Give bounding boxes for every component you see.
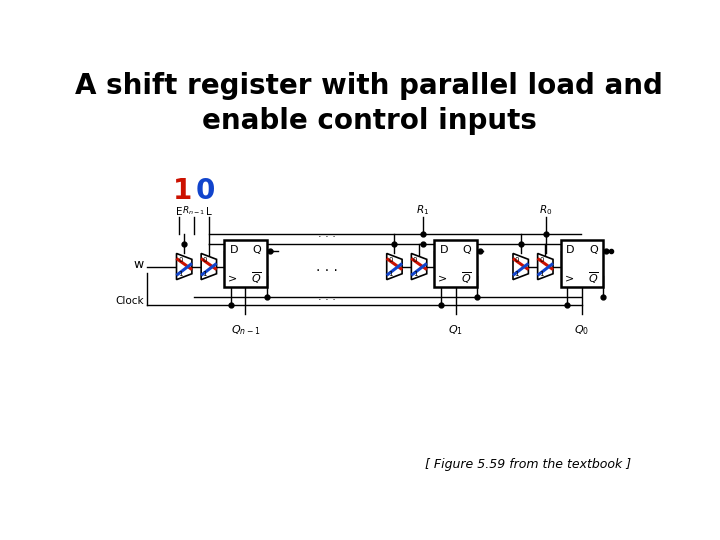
Text: >: > (438, 273, 448, 283)
Text: 0: 0 (196, 177, 215, 205)
Text: $R_1$: $R_1$ (416, 204, 430, 217)
Text: 1: 1 (203, 271, 207, 276)
Text: $Q_{n-1}$: $Q_{n-1}$ (230, 323, 260, 336)
Text: >: > (564, 273, 574, 283)
Text: 1: 1 (173, 177, 192, 205)
Text: . . .: . . . (315, 260, 338, 274)
Text: >: > (228, 273, 238, 283)
Text: w: w (134, 259, 144, 272)
Text: $Q_1$: $Q_1$ (448, 323, 463, 336)
Text: D: D (230, 245, 238, 255)
Text: 1: 1 (388, 271, 392, 276)
Text: 1: 1 (178, 271, 183, 276)
Polygon shape (513, 253, 528, 280)
Text: 0: 0 (203, 256, 207, 262)
Text: . . .: . . . (318, 229, 336, 239)
Polygon shape (387, 253, 402, 280)
Polygon shape (538, 253, 553, 280)
Text: Q: Q (463, 245, 472, 255)
Text: $Q_0$: $Q_0$ (575, 323, 590, 336)
Text: . . .: . . . (318, 292, 336, 302)
Text: $R_0$: $R_0$ (539, 204, 553, 217)
Text: $\overline{Q}$: $\overline{Q}$ (588, 271, 598, 286)
Bar (561, 240, 603, 287)
Text: 0: 0 (388, 256, 392, 262)
Text: 0: 0 (515, 256, 519, 262)
Text: 0: 0 (413, 256, 418, 262)
Text: 1: 1 (515, 271, 519, 276)
Text: E: E (176, 207, 182, 217)
Text: [ Figure 5.59 from the textbook ]: [ Figure 5.59 from the textbook ] (425, 458, 631, 471)
Text: 0: 0 (539, 256, 544, 262)
Text: $\overline{Q}$: $\overline{Q}$ (462, 271, 472, 286)
Text: $R_{n-1}$: $R_{n-1}$ (182, 205, 206, 217)
Text: 0: 0 (178, 256, 183, 262)
Text: 1: 1 (539, 271, 544, 276)
Text: D: D (566, 245, 575, 255)
Bar (224, 240, 266, 287)
Text: Q: Q (253, 245, 261, 255)
Text: Q: Q (589, 245, 598, 255)
Polygon shape (411, 253, 427, 280)
Text: D: D (440, 245, 449, 255)
Text: Clock: Clock (115, 296, 144, 306)
Bar (434, 240, 477, 287)
Text: 1: 1 (413, 271, 418, 276)
Text: $\overline{Q}$: $\overline{Q}$ (251, 271, 262, 286)
Polygon shape (176, 253, 192, 280)
Polygon shape (201, 253, 217, 280)
Text: L: L (206, 207, 212, 217)
Text: A shift register with parallel load and
enable control inputs: A shift register with parallel load and … (75, 72, 663, 135)
